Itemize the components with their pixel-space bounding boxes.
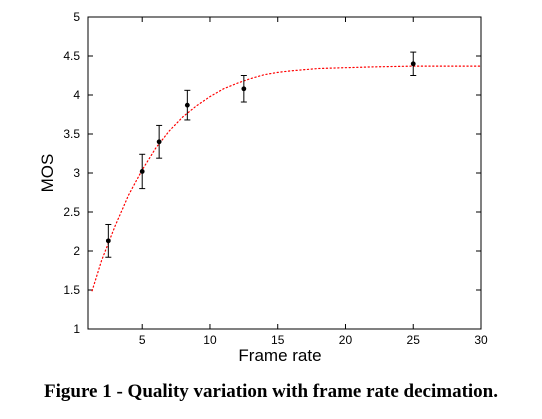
y-tick-label: 4.5 — [63, 49, 80, 63]
y-tick-label: 3.5 — [63, 127, 80, 141]
x-axis-label: Frame rate — [238, 346, 321, 365]
data-point — [139, 169, 145, 174]
plot-area: 5 10 15 20 25 30 1 1.5 2 2.5 3 3.5 4 4.5 5 — [63, 10, 488, 347]
data-point — [241, 86, 247, 92]
y-tick-label: 1.5 — [63, 283, 80, 297]
x-tick-label: 5 — [139, 333, 146, 347]
y-tick-label: 4 — [73, 88, 80, 102]
y-tick-label: 2 — [73, 244, 80, 258]
x-tick-label: 10 — [203, 333, 217, 347]
figure-caption: Figure 1 - Quality variation with frame … — [44, 381, 498, 402]
data-point — [105, 238, 111, 244]
y-tick-label: 5 — [73, 10, 80, 24]
x-tick-label: 20 — [339, 333, 353, 347]
y-tick-label: 3 — [73, 166, 80, 180]
fitted-curve-line — [91, 65, 482, 292]
y-tick-label: 1 — [73, 322, 80, 336]
data-point — [184, 102, 190, 108]
x-tick-label: 30 — [474, 333, 488, 347]
x-tick-label: 15 — [271, 333, 285, 347]
data-point — [156, 139, 162, 145]
y-axis-label: MOS — [38, 154, 57, 193]
plot-frame — [87, 16, 482, 330]
x-tick-label: 25 — [407, 333, 421, 347]
data-point — [410, 61, 416, 67]
y-tick-label: 2.5 — [63, 205, 80, 219]
